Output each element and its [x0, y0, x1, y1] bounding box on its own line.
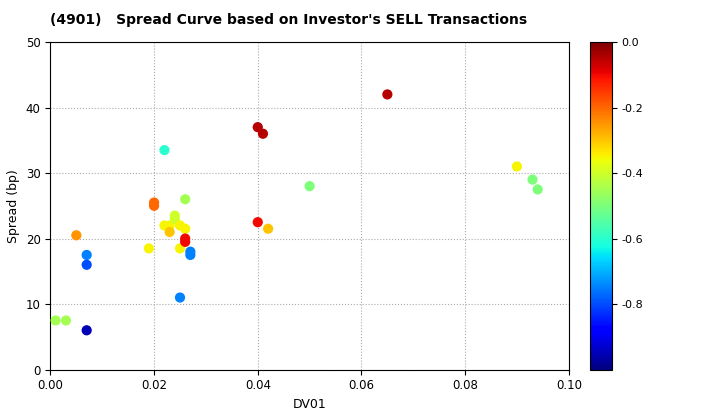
Point [158, 147, 170, 153]
Point [174, 294, 186, 301]
Point [164, 222, 176, 229]
Point [179, 196, 191, 202]
Point [174, 245, 186, 252]
Point [143, 245, 155, 252]
Point [81, 327, 92, 333]
Point [174, 222, 186, 229]
Point [169, 212, 181, 219]
Point [179, 239, 191, 245]
Point [50, 317, 61, 324]
Point [252, 219, 264, 226]
Point [169, 215, 181, 222]
Point [184, 252, 196, 258]
Text: (4901)   Spread Curve based on Investor's SELL Transactions: (4901) Spread Curve based on Investor's … [50, 13, 528, 26]
Point [164, 228, 176, 235]
Y-axis label: Spread (bp): Spread (bp) [7, 169, 20, 243]
Point [179, 226, 191, 232]
Point [81, 252, 92, 258]
Point [184, 248, 196, 255]
X-axis label: DV01: DV01 [293, 398, 326, 411]
Point [158, 222, 170, 229]
Point [304, 183, 315, 189]
Point [532, 186, 544, 193]
Point [81, 261, 92, 268]
Point [527, 176, 539, 183]
Point [262, 226, 274, 232]
Point [148, 199, 160, 206]
Point [257, 130, 269, 137]
Point [252, 124, 264, 131]
Point [511, 163, 523, 170]
Point [71, 232, 82, 239]
Point [60, 317, 72, 324]
Point [382, 91, 393, 98]
Point [179, 235, 191, 242]
Point [148, 202, 160, 209]
